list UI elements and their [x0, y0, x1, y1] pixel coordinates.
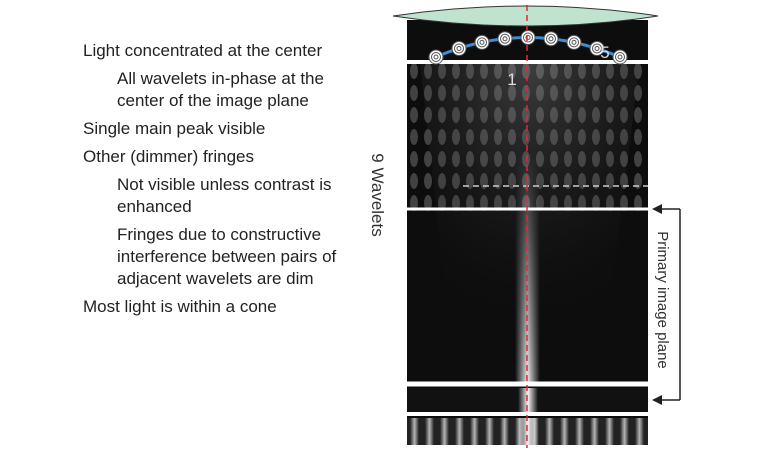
bullet: Light concentrated at the center: [83, 41, 323, 60]
bullet: Single main peak visible: [83, 119, 266, 138]
marker-label: 1: [507, 70, 516, 89]
sub-bullet: Fringes due to constructive interference…: [117, 225, 337, 288]
wavelet: [523, 32, 533, 43]
image-plane-label: Primary image plane: [654, 231, 671, 369]
wavelets-label: 9 Wavelets: [368, 153, 387, 236]
bullet: Other (dimmer) fringes: [83, 147, 254, 166]
wavelet: [548, 36, 554, 42]
wavelet: [477, 37, 487, 48]
sub-bullet: All wavelets in-phase at the center of t…: [117, 69, 324, 110]
fringe-peak: [518, 418, 538, 445]
wavelet: [431, 52, 441, 62]
lens: [392, 5, 659, 27]
wavelet: [454, 43, 464, 54]
sub-bullet: Not visible unless contrast is enhanced: [117, 175, 332, 216]
wavelets: [428, 30, 628, 65]
wavelet: [569, 37, 579, 48]
wavelet: [500, 33, 510, 44]
wavelet: [615, 52, 625, 62]
bullet-list: Light concentrated at the center All wave…: [83, 40, 373, 324]
wavelet: [592, 43, 602, 54]
wavelet: [571, 39, 577, 45]
wavelet: [433, 54, 439, 60]
wavelet: [502, 36, 508, 42]
wavelet: [546, 33, 556, 44]
wavelet: [594, 45, 600, 51]
wavelet: [617, 54, 623, 60]
wavelet: [456, 45, 462, 51]
marker-label: 5: [600, 43, 609, 62]
bracket: [660, 208, 681, 401]
wavelet: [525, 35, 531, 40]
strip-peak: [518, 388, 538, 412]
wavelet: [479, 39, 485, 45]
bullet: Most light is within a cone: [83, 297, 277, 316]
